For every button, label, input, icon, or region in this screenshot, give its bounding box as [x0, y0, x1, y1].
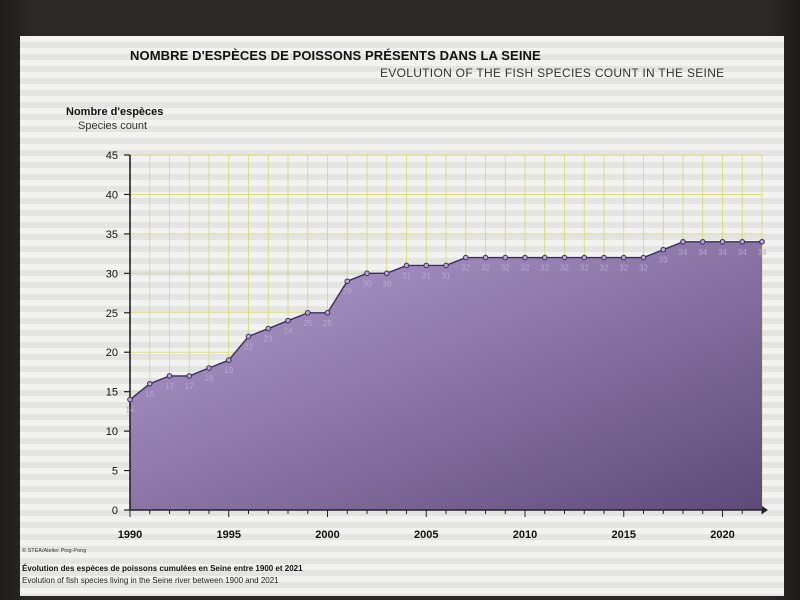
data-label: 19	[224, 366, 233, 375]
data-point	[561, 254, 568, 261]
data-labels: 14 16 17 17 18 19 22 23 24 25 25 29 30 30 31 31 31 32 32 32…	[126, 248, 767, 415]
data-point	[344, 278, 351, 285]
data-point	[482, 254, 489, 261]
data-label: 25	[303, 319, 312, 328]
x-tick-label: 1990	[118, 529, 142, 541]
y-tick-label: 45	[106, 150, 118, 162]
data-label: 14	[126, 406, 135, 415]
data-label: 32	[639, 264, 648, 273]
y-tick-label: 5	[112, 466, 118, 478]
data-label: 34	[698, 248, 707, 257]
data-point	[186, 373, 193, 379]
data-point	[739, 238, 746, 245]
y-tick-label: 35	[106, 229, 118, 241]
data-point	[443, 262, 449, 269]
y-tick-label: 10	[106, 426, 118, 438]
data-point	[680, 238, 686, 245]
data-point	[245, 333, 252, 340]
data-point	[699, 238, 706, 245]
species-area	[130, 241, 762, 510]
data-point	[601, 254, 607, 261]
data-label: 30	[382, 279, 391, 288]
x-axis-arrow	[762, 506, 768, 514]
data-point	[166, 373, 173, 379]
data-label: 23	[264, 335, 273, 344]
data-label: 22	[244, 342, 253, 351]
data-point	[462, 254, 469, 261]
data-point	[364, 270, 370, 277]
data-point	[127, 396, 133, 403]
data-point	[541, 254, 548, 261]
chart-title-english: EVOLUTION OF THE FISH SPECIES COUNT IN T…	[380, 66, 725, 80]
data-label: 32	[560, 264, 569, 273]
data-point	[423, 262, 430, 269]
data-point	[206, 365, 212, 371]
data-point	[502, 254, 509, 261]
data-label: 32	[461, 264, 470, 273]
y-tick-label: 0	[112, 505, 118, 517]
data-label: 17	[185, 382, 194, 391]
data-label: 32	[619, 264, 628, 273]
data-label: 18	[205, 374, 214, 383]
data-label: 34	[758, 248, 767, 257]
data-label: 32	[540, 264, 549, 273]
x-tick-label: 2005	[414, 529, 438, 541]
data-label: 29	[343, 287, 352, 296]
data-label: 16	[145, 390, 154, 399]
data-label: 34	[718, 248, 727, 257]
caption-french: Évolution des espèces de poissons cumulé…	[22, 564, 303, 573]
data-point	[383, 270, 390, 277]
data-label: 32	[521, 264, 530, 273]
data-point	[719, 238, 726, 245]
axes	[124, 154, 768, 517]
x-tick-label: 2000	[315, 529, 339, 541]
data-point	[640, 254, 647, 261]
data-label: 25	[323, 319, 332, 328]
data-point	[265, 325, 272, 332]
data-label: 17	[165, 382, 174, 391]
data-point	[324, 309, 331, 316]
data-label: 32	[481, 264, 490, 273]
data-point	[581, 254, 588, 261]
data-point	[759, 238, 765, 245]
area-layer	[129, 241, 762, 510]
data-point	[660, 246, 667, 253]
data-label: 34	[679, 248, 688, 257]
data-label: 30	[363, 279, 372, 288]
credit-line: © STEA/Atelier Ping-Pong	[22, 548, 87, 554]
y-tick-label: 20	[106, 347, 118, 359]
data-point	[620, 254, 627, 261]
data-point	[522, 254, 528, 261]
data-label: 32	[600, 264, 609, 273]
data-point	[403, 262, 410, 269]
data-label: 31	[422, 271, 431, 280]
tick-labels: 0 5 10 15 20 25 30 35 40 45 1990 1995 2000 2005 2010 20…	[106, 150, 735, 541]
data-point	[285, 317, 291, 324]
x-tick-label: 2010	[513, 529, 537, 541]
data-point	[146, 380, 153, 387]
y-tick-label: 25	[106, 308, 118, 320]
caption-english: Evolution of fish species living in the …	[22, 576, 279, 585]
data-label: 34	[738, 248, 747, 257]
data-label: 32	[580, 264, 589, 273]
data-point	[225, 357, 232, 363]
data-label: 24	[284, 327, 293, 336]
x-tick-label: 2015	[612, 529, 636, 541]
y-axis-label-english: Species count	[78, 120, 148, 132]
data-label: 31	[402, 271, 411, 280]
data-label: 32	[501, 264, 510, 273]
data-point	[304, 309, 311, 316]
data-label: 31	[442, 271, 451, 280]
y-tick-label: 40	[106, 189, 118, 201]
data-points	[127, 238, 765, 403]
data-label: 33	[659, 256, 668, 265]
x-tick-label: 2020	[710, 529, 734, 541]
y-tick-label: 15	[106, 387, 118, 399]
y-axis-label-french: Nombre d'espèces	[66, 106, 164, 118]
y-tick-label: 30	[106, 268, 118, 280]
chart-title-french: NOMBRE D'ESPÈCES DE POISSONS PRÉSENTS DA…	[130, 48, 541, 63]
x-tick-label: 1995	[217, 529, 241, 541]
